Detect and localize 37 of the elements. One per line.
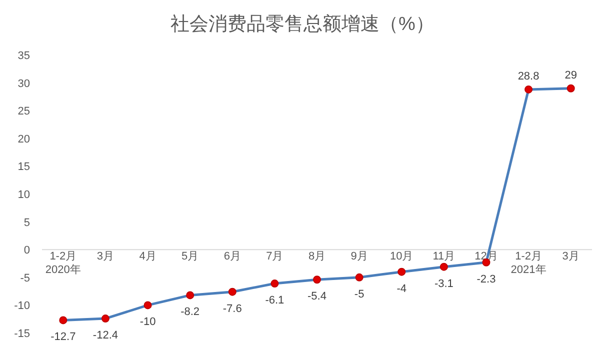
x-tick-label: 8月: [308, 250, 326, 263]
data-label: 28.8: [518, 70, 540, 82]
x-tick-label: 3月: [96, 250, 114, 263]
data-label: -7.6: [222, 302, 242, 315]
x-tick-label: 11月: [432, 250, 456, 263]
data-label: -4: [396, 282, 407, 295]
y-tick-label: 15: [18, 161, 30, 174]
data-label: -5: [354, 288, 364, 300]
chart-title: 社会消费品零售总额增速（%）: [170, 13, 434, 35]
y-tick-label: 25: [18, 106, 30, 118]
data-label: -6.1: [265, 294, 284, 307]
y-tick-label: 35: [18, 50, 30, 62]
x-tick-label: 6月: [224, 250, 241, 263]
x-tick-label: 3月: [562, 250, 580, 263]
y-tick-label: -10: [14, 300, 30, 312]
y-tick-label: 30: [18, 78, 30, 90]
data-label: -5.4: [308, 290, 326, 303]
y-tick-label: 20: [18, 133, 30, 146]
data-label: -12.4: [92, 330, 118, 342]
data-label: -3.1: [434, 278, 454, 290]
x-tick-label: 10月: [390, 250, 414, 263]
y-tick-label: 5: [24, 216, 30, 229]
data-label: 29: [564, 69, 577, 82]
y-tick-label: -5: [20, 272, 30, 284]
data-label: -12.7: [50, 331, 76, 343]
y-tick-label: 0: [24, 244, 30, 257]
data-label: -8.2: [180, 306, 200, 318]
data-label: -2.3: [476, 273, 496, 286]
y-tick-label: -15: [14, 328, 30, 340]
x-tick-label: 9月: [350, 250, 368, 263]
x-tick-label: 7月: [266, 250, 284, 263]
x-tick-label: 1-2月 2020年: [45, 250, 81, 276]
y-tick-label: 10: [18, 189, 30, 201]
x-tick-label: 1-2月 2021年: [510, 250, 546, 276]
x-tick-label: 4月: [139, 250, 156, 263]
x-tick-label: 5月: [182, 250, 199, 263]
data-label: -10: [140, 316, 156, 328]
